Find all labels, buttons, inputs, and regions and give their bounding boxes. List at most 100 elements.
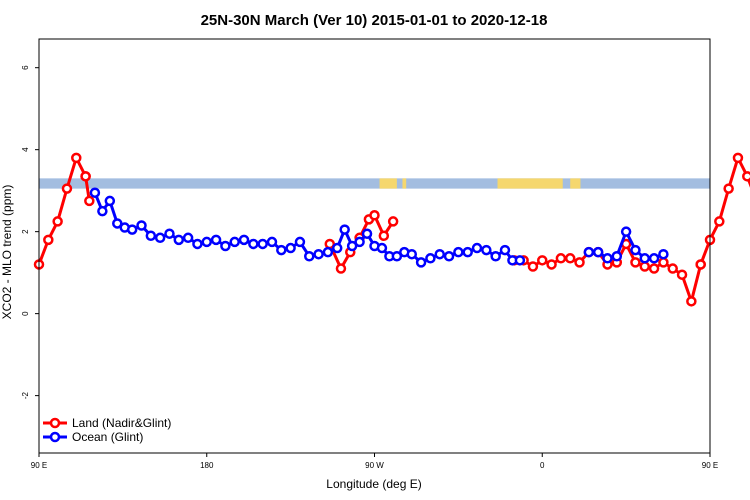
- data-point: [104, 195, 116, 207]
- data-point: [714, 216, 725, 227]
- legend-ocean-label: Ocean (Glint): [72, 430, 143, 444]
- y-tick-label: -2: [21, 392, 30, 400]
- y-tick-label: 0: [21, 311, 30, 316]
- chart-title: 25N-30N March (Ver 10) 2015-01-01 to 202…: [201, 12, 548, 29]
- data-point: [294, 236, 306, 248]
- data-point: [112, 218, 123, 229]
- x-tick-label: 90 W: [365, 461, 384, 470]
- data-point: [80, 171, 91, 182]
- data-point: [43, 234, 54, 246]
- data-point: [583, 246, 595, 258]
- y-tick-label: 2: [21, 229, 30, 234]
- data-point: [415, 257, 427, 268]
- data-point: [97, 205, 108, 217]
- data-point: [434, 248, 445, 260]
- x-tick-label: 0: [540, 461, 545, 470]
- land-ocean-band: [39, 178, 710, 189]
- data-point: [61, 183, 73, 194]
- data-point: [276, 244, 287, 256]
- data-point: [443, 250, 455, 262]
- data-point: [723, 183, 734, 194]
- data-point: [313, 248, 324, 260]
- data-point: [71, 152, 82, 164]
- data-point: [322, 246, 334, 258]
- data-point: [471, 242, 483, 254]
- data-point: [639, 261, 651, 272]
- data-point: [564, 253, 576, 264]
- data-point: [499, 244, 511, 256]
- data-point: [182, 232, 194, 244]
- ocean-band: [39, 178, 710, 189]
- data-point: [387, 216, 399, 227]
- data-point: [335, 263, 347, 274]
- data-point: [648, 263, 660, 274]
- legend: Land (Nadir&Glint) Ocean (Glint): [43, 416, 171, 444]
- data-point: [361, 228, 373, 239]
- series-ocean: [89, 187, 669, 268]
- y-tick-label: 4: [21, 147, 30, 152]
- data-point: [201, 236, 212, 248]
- data-point: [546, 259, 557, 270]
- x-tick-label: 90 E: [31, 461, 47, 470]
- land-band-0: [379, 178, 397, 189]
- data-point: [331, 242, 343, 254]
- x-axis-label: Longitude (deg E): [326, 477, 421, 491]
- series-layer: [33, 152, 750, 307]
- land-band-1: [402, 178, 407, 189]
- data-point: [555, 253, 567, 264]
- legend-ocean-marker: [49, 431, 61, 443]
- data-point: [164, 228, 175, 239]
- data-point: [285, 242, 296, 254]
- data-point: [229, 236, 240, 248]
- data-point: [602, 253, 613, 264]
- legend-land-marker: [49, 417, 61, 429]
- data-point: [173, 234, 185, 246]
- data-point: [378, 230, 390, 242]
- data-point: [210, 234, 222, 246]
- data-point: [145, 230, 157, 242]
- data-point: [658, 257, 669, 268]
- data-point: [630, 257, 641, 268]
- data-point: [481, 244, 492, 256]
- data-point: [126, 224, 138, 235]
- data-point: [611, 250, 623, 262]
- data-point: [238, 234, 250, 246]
- data-point: [266, 236, 278, 248]
- data-point: [192, 238, 203, 250]
- data-point: [257, 238, 268, 250]
- x-tick-label: 180: [200, 461, 214, 470]
- data-point: [376, 242, 388, 254]
- land-band-3: [570, 178, 581, 189]
- data-point: [686, 296, 697, 307]
- data-point: [658, 248, 669, 260]
- data-point: [425, 253, 436, 264]
- y-axis-label: XCO2 - MLO trend (ppm): [0, 185, 14, 320]
- data-point: [592, 246, 604, 258]
- data-point: [490, 250, 501, 262]
- data-point: [695, 259, 706, 270]
- data-point: [248, 238, 259, 250]
- data-point: [339, 224, 350, 235]
- data-point: [136, 220, 147, 231]
- data-point: [391, 250, 403, 262]
- data-point: [630, 244, 641, 256]
- data-point: [453, 246, 464, 258]
- data-point: [346, 240, 358, 252]
- data-point: [527, 261, 539, 272]
- land-band-2: [497, 178, 563, 189]
- y-tick-label: 6: [21, 65, 30, 70]
- axis-ticks: 90 E 180 90 W 0 90 E -2 0 2 4 6: [21, 65, 718, 470]
- data-point: [220, 240, 231, 252]
- data-point: [537, 255, 548, 266]
- data-point: [89, 187, 101, 198]
- data-point: [742, 171, 750, 182]
- data-point: [369, 210, 380, 221]
- data-point: [354, 236, 365, 248]
- data-point: [406, 248, 418, 260]
- legend-land-label: Land (Nadir&Glint): [72, 416, 171, 430]
- data-point: [304, 250, 315, 262]
- data-point: [52, 216, 63, 227]
- data-point: [648, 253, 660, 264]
- data-point: [676, 269, 688, 280]
